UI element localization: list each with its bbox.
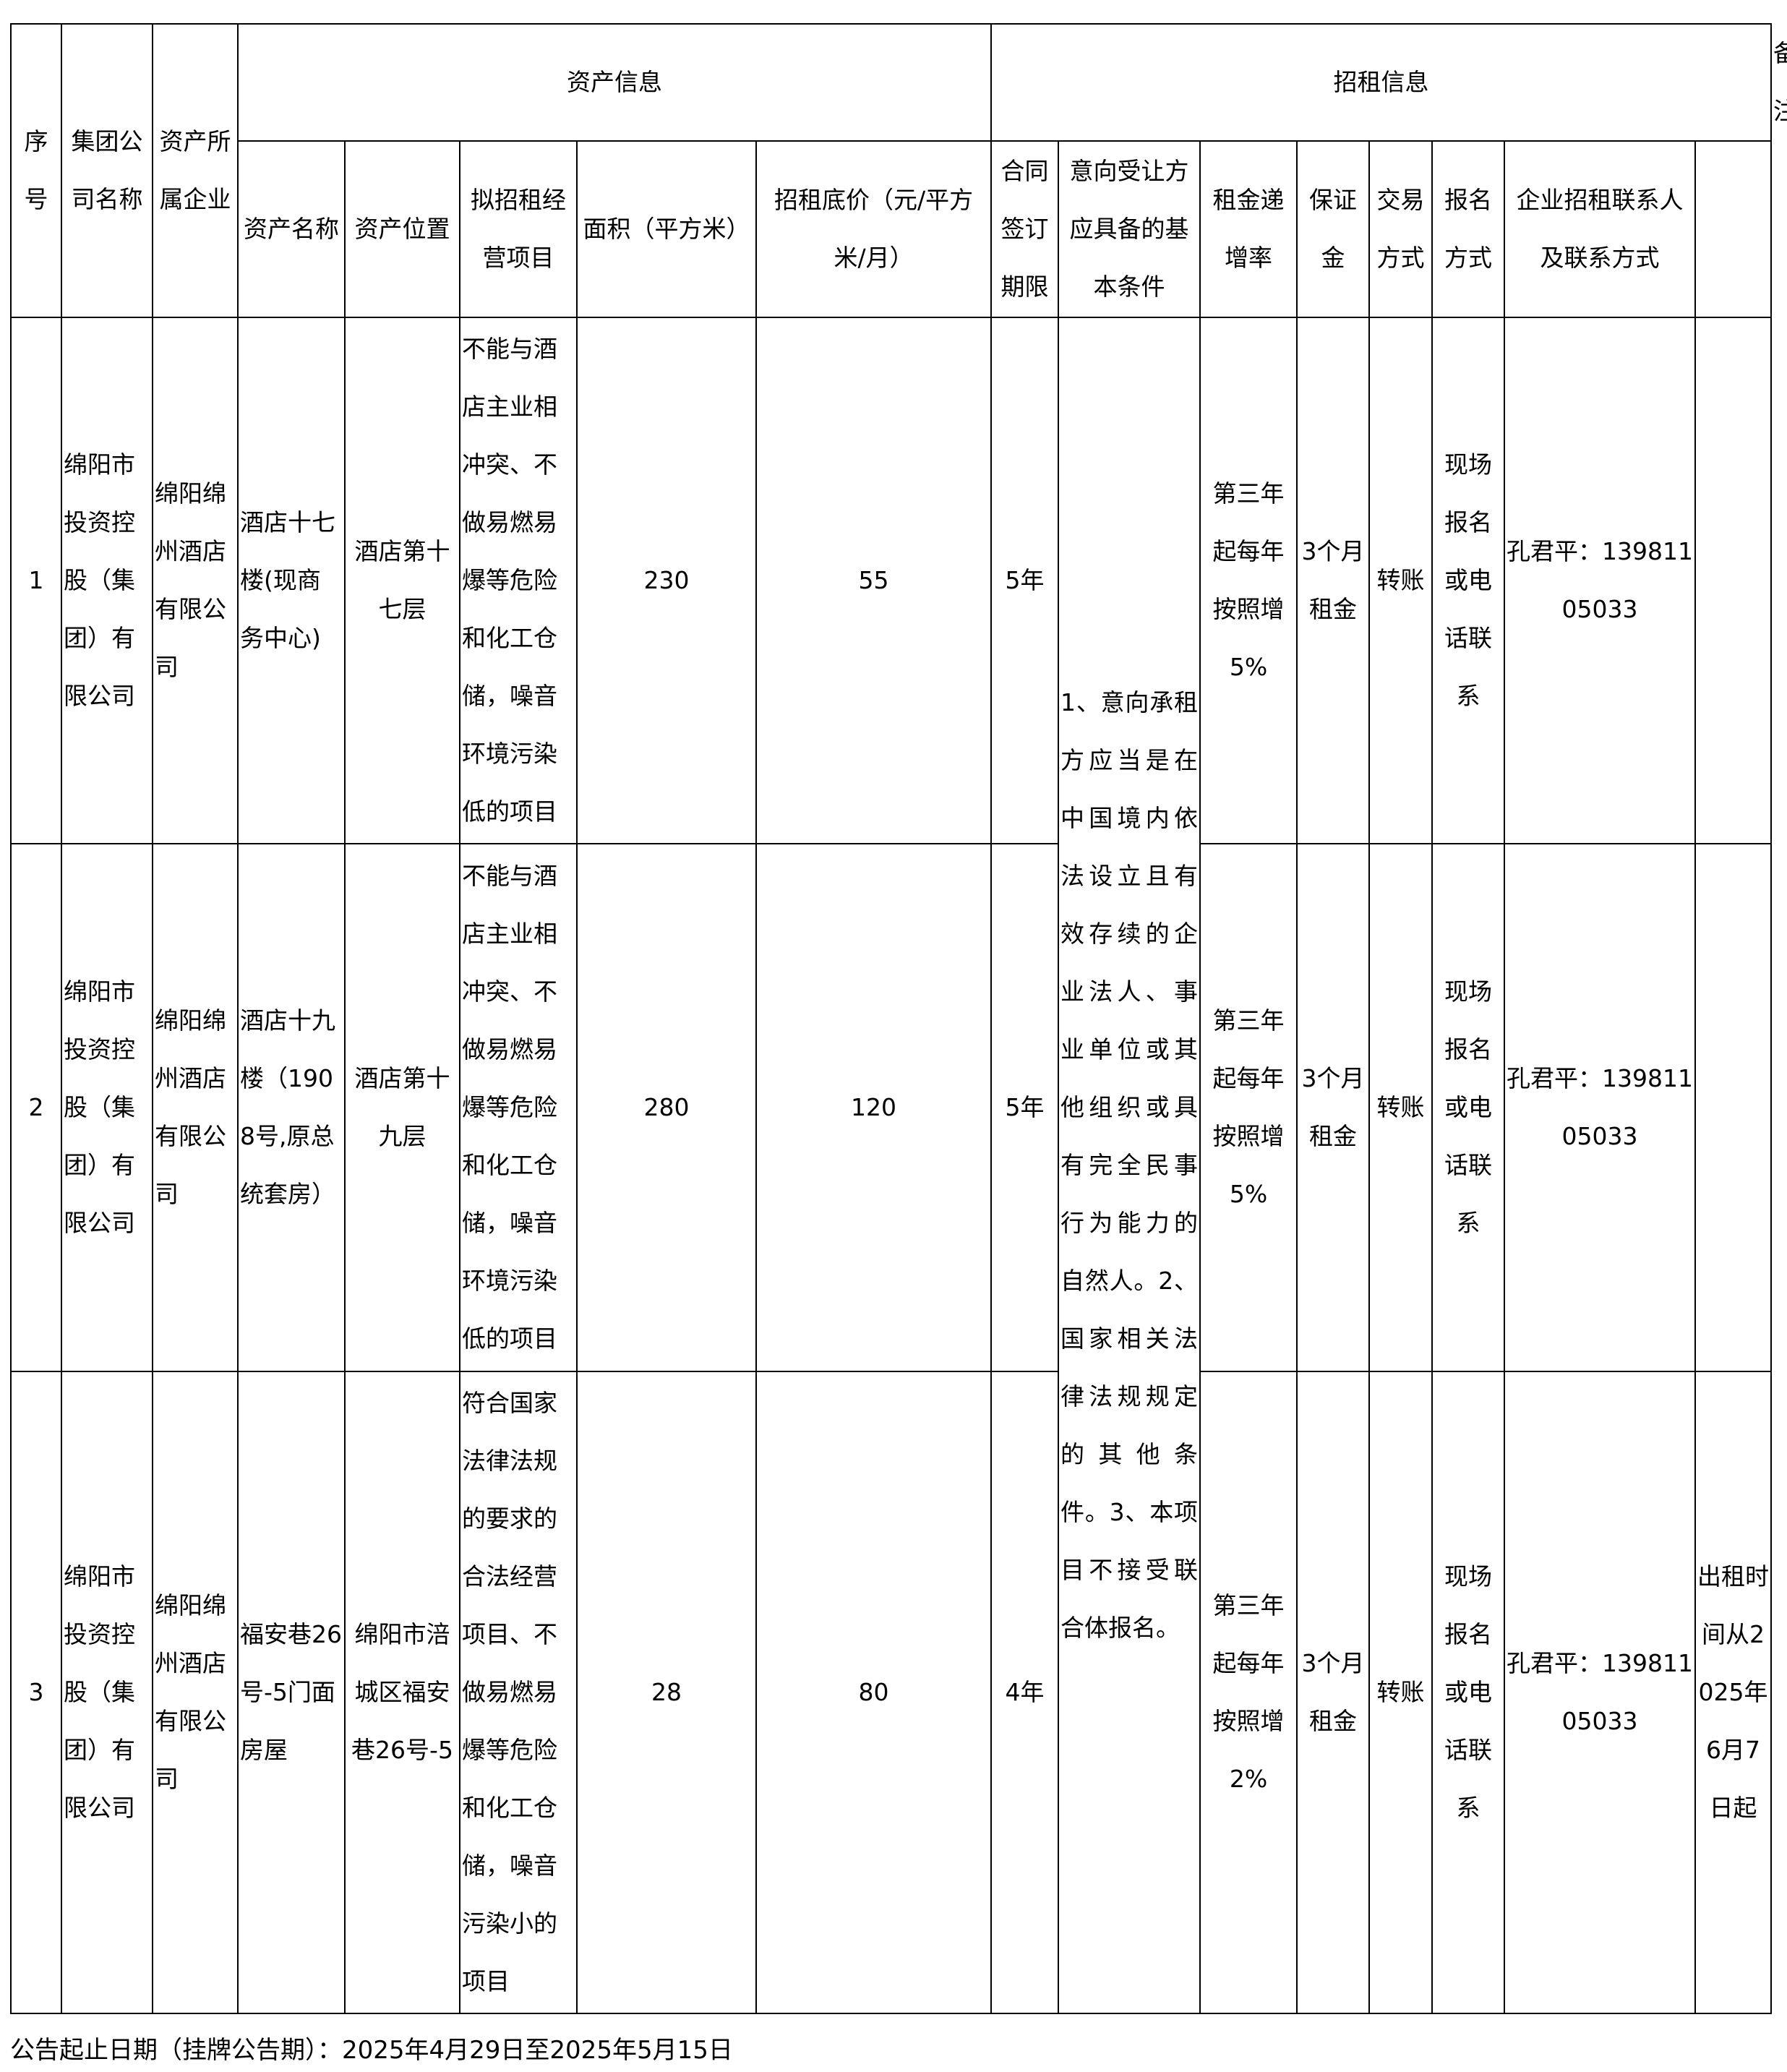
cell-rate: 第三年起每年按照增2% [1199,1371,1298,2014]
cell-name: 酒店十九楼（1908号,原总统套房） [237,843,346,1372]
cell-price: 80 [755,1371,993,2014]
header-signup: 报名方式 [1431,140,1506,318]
header-seq: 序号 [10,23,62,318]
table-row: 1 绵阳市投资控股（集团）有限公司 绵阳绵州酒店有限公司 酒店十七楼(现商务中心… [10,317,1773,2014]
cell-deposit: 3个月租金 [1296,1371,1371,2014]
cell-signup: 现场报名或电话联系 [1431,317,1506,844]
cell-name: 酒店十七楼(现商务中心) [237,317,346,844]
cell-seq: 3 [10,1371,62,2014]
cell-group: 绵阳市投资控股（集团）有限公司 [61,843,153,1372]
header-row-2: 资产名称 资产位置 拟招租经营项目 面积（平方米） 招租底价（元/平方米/月） … [11,140,1773,318]
cell-owner: 绵阳绵州酒店有限公司 [152,317,239,844]
cell-term: 5年 [990,317,1060,844]
cell-name: 福安巷26号-5门面房屋 [237,1371,346,2014]
header-trade: 交易方式 [1368,140,1434,318]
cell-note [1694,317,1773,844]
cell-price: 55 [755,317,993,844]
cell-seq: 2 [10,843,62,1372]
cell-seq: 1 [10,317,62,844]
cell-area: 280 [576,843,757,1372]
cell-project: 不能与酒店主业相冲突、不做易燃易爆等危险和化工仓储，噪音环境污染低的项目 [459,317,578,844]
cell-term: 5年 [990,843,1060,1372]
cell-project: 符合国家法律法规的要求的合法经营项目、不做易燃易爆等危险和化工仓储，噪音污染小的… [459,1371,578,2014]
cell-signup: 现场报名或电话联系 [1431,843,1506,1372]
header-group: 集团公司名称 [61,23,153,318]
cell-trade: 转账 [1368,1371,1434,2014]
header-row-1: 序号 集团公司名称 资产所属企业 资产信息 招租信息 备注 [10,23,1787,318]
header-price: 招租底价（元/平方米/月） [755,140,993,318]
header-rate: 租金递增率 [1199,140,1298,318]
cell-note [1694,843,1773,1372]
header-asset-info: 资产信息 [236,23,993,142]
header-deposit: 保证金 [1296,140,1371,318]
cell-area: 28 [576,1371,757,2014]
header-project: 拟招租经营项目 [459,140,578,318]
table-row: 2 绵阳市投资控股（集团）有限公司 绵阳绵州酒店有限公司 酒店十九楼（1908号… [10,843,1773,1372]
announcement-period: 公告起止日期（挂牌公告期）：2025年4月29日至2025年5月15日 [10,2036,733,2065]
cell-location: 酒店第十七层 [344,317,460,844]
cell-trade: 转账 [1368,843,1434,1372]
cell-contact: 孔君平：13981105033 [1504,843,1697,1372]
cell-area: 230 [576,317,757,844]
cell-rate: 第三年起每年按照增5% [1199,317,1298,844]
cell-deposit: 3个月租金 [1296,317,1371,844]
header-note-blank [1694,140,1773,318]
cell-deposit: 3个月租金 [1296,843,1371,1372]
cell-rate: 第三年起每年按照增5% [1199,843,1298,1372]
cell-contact: 孔君平：13981105033 [1504,317,1697,844]
header-rent-info: 招租信息 [990,23,1773,142]
cell-group: 绵阳市投资控股（集团）有限公司 [61,317,153,844]
header-owner: 资产所属企业 [152,23,239,318]
cell-location: 绵阳市涪城区福安巷26号-5 [344,1371,460,2014]
cell-project: 不能与酒店主业相冲突、不做易燃易爆等危险和化工仓储，噪音环境污染低的项目 [459,843,578,1372]
cell-note: 出租时间从2025年6月7日起 [1694,1371,1773,2014]
cell-contact: 孔君平：13981105033 [1504,1371,1697,2014]
rental-table: 序号 集团公司名称 资产所属企业 资产信息 招租信息 备注 资产名称 资产位置 … [10,23,1787,2014]
table-row: 3 绵阳市投资控股（集团）有限公司 绵阳绵州酒店有限公司 福安巷26号-5门面房… [10,1371,1773,2014]
cell-signup: 现场报名或电话联系 [1431,1371,1506,2014]
cell-location: 酒店第十九层 [344,843,460,1372]
cell-owner: 绵阳绵州酒店有限公司 [152,843,239,1372]
header-name: 资产名称 [237,140,346,318]
cell-trade: 转账 [1368,317,1434,844]
cell-price: 120 [755,843,993,1372]
header-contact: 企业招租联系人及联系方式 [1504,140,1697,318]
header-location: 资产位置 [344,140,460,318]
header-conditions: 意向受让方应具备的基本条件 [1058,140,1201,318]
cell-group: 绵阳市投资控股（集团）有限公司 [61,1371,153,2014]
header-area: 面积（平方米） [576,140,757,318]
cell-conditions: 1、意向承租方应当是在中国境内依法设立且有效存续的企业法人、事业单位或其他组织或… [1058,317,1201,2014]
header-term: 合同签订期限 [990,140,1060,318]
cell-term: 4年 [990,1371,1060,2014]
cell-owner: 绵阳绵州酒店有限公司 [152,1371,239,2014]
